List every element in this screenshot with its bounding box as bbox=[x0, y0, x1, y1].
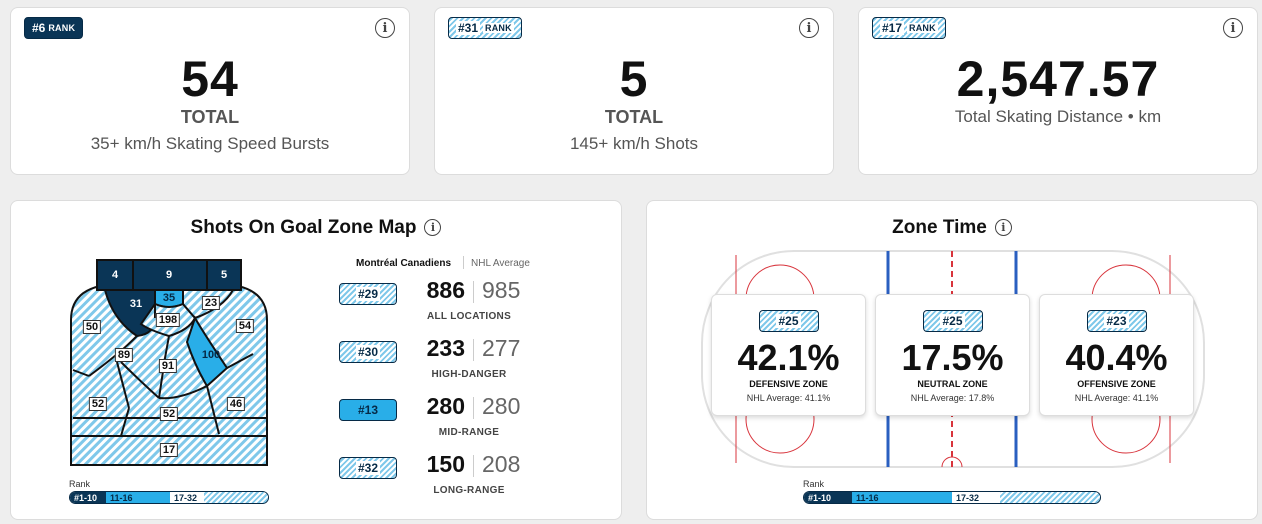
info-icon[interactable]: i bbox=[1223, 18, 1243, 38]
rank-badge: #13 bbox=[339, 399, 397, 421]
rank-badge: #25 bbox=[758, 310, 819, 332]
nhl-value: 277 bbox=[482, 335, 521, 361]
stat-row-all-locations: #29 886 985 ALL LOCATIONS bbox=[329, 275, 539, 327]
zone-value-center-mid: 91 bbox=[158, 359, 178, 373]
stat-label: LONG-RANGE bbox=[433, 485, 505, 496]
team-value: 233 bbox=[426, 335, 465, 361]
zone-value-right-mid: 100 bbox=[201, 349, 221, 361]
zone-percent: 40.4% bbox=[1065, 337, 1168, 378]
stat-subtitle: Total Skating Distance • km bbox=[954, 107, 1162, 126]
zone-nhl-average: NHL Average: 41.1% bbox=[1074, 393, 1159, 403]
section-title: Zone Time i bbox=[647, 217, 1257, 239]
section-title: Shots On Goal Zone Map i bbox=[11, 217, 621, 239]
zone-value-crease-left: 31 bbox=[129, 298, 143, 310]
zone-value-left-mid: 89 bbox=[114, 348, 134, 362]
team-value: 886 bbox=[426, 277, 465, 303]
rank-legend-title: Rank bbox=[69, 479, 91, 489]
stat-card-hard-shots: #31 RANK i 5 TOTAL 145+ km/h Shots bbox=[434, 7, 834, 175]
zone-value-top-left: 4 bbox=[111, 269, 119, 281]
zone-value-center-point: 52 bbox=[159, 407, 179, 421]
info-icon[interactable]: i bbox=[375, 18, 395, 38]
rank-badge: #30 bbox=[339, 341, 397, 363]
value-separator bbox=[473, 339, 474, 361]
rank-legend-top: #1-10 bbox=[70, 492, 106, 503]
value-separator bbox=[473, 455, 474, 477]
total-label: TOTAL bbox=[604, 107, 664, 127]
zone-label: NEUTRAL ZONE bbox=[917, 379, 988, 389]
rank-legend-stripe bbox=[204, 492, 268, 503]
rank-legend-mid: 11-16 bbox=[106, 492, 170, 503]
zone-nhl-average: NHL Average: 17.8% bbox=[910, 393, 995, 403]
zone-percent: 17.5% bbox=[901, 337, 1004, 378]
stat-card-skating-distance: #17 RANK i 2,547.57 Total Skating Distanc… bbox=[858, 7, 1258, 175]
zone-value-left-point: 52 bbox=[88, 397, 108, 411]
zone-value-crease-right: 23 bbox=[201, 296, 221, 310]
stat-label: MID-RANGE bbox=[438, 427, 500, 438]
stat-value: 5 bbox=[619, 51, 649, 107]
zone-value-top-right: 5 bbox=[220, 269, 228, 281]
zone-card-defensive: #25 42.1% DEFENSIVE ZONE NHL Average: 41… bbox=[711, 294, 866, 416]
info-icon[interactable]: i bbox=[799, 18, 819, 38]
team-value: 280 bbox=[426, 393, 465, 419]
rank-legend-stripe bbox=[1000, 492, 1100, 503]
rank-legend-mid: 11-16 bbox=[852, 492, 952, 503]
rank-legend-bar: #1-10 11-16 17-32 bbox=[69, 491, 269, 504]
value-separator bbox=[473, 281, 474, 303]
stat-card-speed-bursts: #6 RANK i 54 TOTAL 35+ km/h Skating Speed… bbox=[10, 7, 410, 175]
rank-legend: Rank #1-10 11-16 17-32 bbox=[803, 479, 1101, 504]
rank-legend-top: #1-10 bbox=[804, 492, 852, 503]
rank-legend-low: 17-32 bbox=[170, 492, 204, 503]
zone-time-card: Zone Time i #25 42.1% DEFENSIVE ZONE NHL … bbox=[646, 200, 1258, 520]
legend-nhl: NHL Average bbox=[471, 258, 530, 269]
legend-team: Montréal Canadiens bbox=[356, 258, 452, 269]
stat-value: 2,547.57 bbox=[956, 51, 1160, 107]
stat-subtitle: 35+ km/h Skating Speed Bursts bbox=[90, 134, 330, 153]
rank-badge: #17 RANK bbox=[872, 17, 946, 39]
rank-legend: Rank #1-10 11-16 17-32 bbox=[69, 479, 269, 504]
zone-label: DEFENSIVE ZONE bbox=[749, 379, 828, 389]
rank-legend-low: 17-32 bbox=[952, 492, 1000, 503]
rank-legend-bar: #1-10 11-16 17-32 bbox=[803, 491, 1101, 504]
shots-zone-map-card: Shots On Goal Zone Map i bbox=[10, 200, 622, 520]
stat-subtitle: 145+ km/h Shots bbox=[569, 134, 699, 153]
rank-badge: #32 bbox=[339, 457, 397, 479]
total-label: TOTAL bbox=[180, 107, 240, 127]
team-value: 150 bbox=[426, 451, 465, 477]
rank-badge: #6 RANK bbox=[24, 17, 84, 39]
zone-label: OFFENSIVE ZONE bbox=[1077, 379, 1156, 389]
rank-legend-title: Rank bbox=[803, 479, 825, 489]
shot-zone-map bbox=[70, 259, 268, 466]
nhl-value: 208 bbox=[482, 451, 521, 477]
zone-labels: 4 9 5 31 35 23 198 50 54 89 91 100 52 52 46 17 bbox=[69, 258, 269, 468]
zone-value-crease-center: 35 bbox=[162, 292, 176, 304]
stat-row-mid-range: #13 280 280 MID-RANGE bbox=[329, 391, 539, 443]
nhl-value: 985 bbox=[482, 277, 521, 303]
stat-label: HIGH-DANGER bbox=[431, 369, 507, 380]
zone-value-top-center: 9 bbox=[165, 269, 173, 281]
zone-value-right-wide: 54 bbox=[235, 319, 255, 333]
info-icon[interactable]: i bbox=[994, 219, 1012, 237]
zone-value-right-point: 46 bbox=[226, 397, 246, 411]
stat-value: 54 bbox=[181, 51, 239, 107]
value-separator bbox=[473, 397, 474, 419]
stat-row-long-range: #32 150 208 LONG-RANGE bbox=[329, 449, 539, 501]
rank-badge: #31 RANK bbox=[448, 17, 522, 39]
legend-divider bbox=[463, 256, 464, 269]
nhl-value: 280 bbox=[482, 393, 521, 419]
zone-card-offensive: #23 40.4% OFFENSIVE ZONE NHL Average: 41… bbox=[1039, 294, 1194, 416]
zone-value-left-wide: 50 bbox=[82, 320, 102, 334]
stat-label: ALL LOCATIONS bbox=[426, 311, 512, 322]
info-icon[interactable]: i bbox=[424, 219, 442, 237]
rank-badge: #25 bbox=[922, 310, 983, 332]
zone-value-slot-high: 198 bbox=[155, 313, 181, 327]
zone-value-blue-line: 17 bbox=[159, 443, 179, 457]
rank-badge: #23 bbox=[1086, 310, 1147, 332]
zone-card-neutral: #25 17.5% NEUTRAL ZONE NHL Average: 17.8… bbox=[875, 294, 1030, 416]
zone-percent: 42.1% bbox=[737, 337, 840, 378]
zone-top-right[interactable] bbox=[206, 259, 242, 291]
stat-row-high-danger: #30 233 277 HIGH-DANGER bbox=[329, 333, 539, 385]
rank-badge: #29 bbox=[339, 283, 397, 305]
zone-nhl-average: NHL Average: 41.1% bbox=[746, 393, 831, 403]
